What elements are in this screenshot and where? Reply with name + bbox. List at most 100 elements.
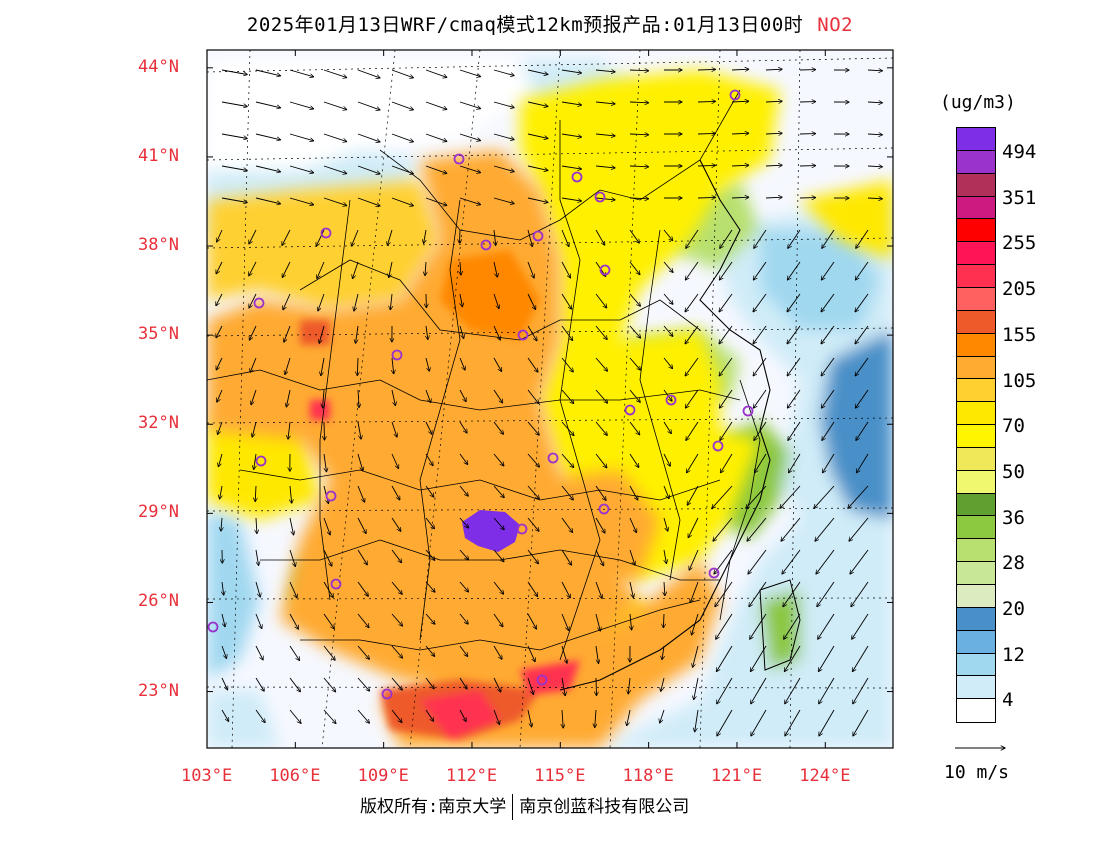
wind-arrow xyxy=(595,325,607,340)
wind-arrow xyxy=(721,453,733,473)
wind-arrow xyxy=(787,357,801,376)
wind-arrow xyxy=(821,357,835,376)
wind-arrow xyxy=(459,709,466,722)
wind-arrow xyxy=(493,165,514,172)
wind-arrow xyxy=(595,517,605,533)
color-bar-swatch xyxy=(956,401,996,427)
color-bar-swatch xyxy=(956,241,996,267)
wind-arrow xyxy=(629,166,649,167)
wind-arrow xyxy=(493,613,503,627)
wind-arrow xyxy=(867,102,882,103)
graticule xyxy=(207,50,893,748)
color-bar-swatch xyxy=(956,378,996,404)
wind-arrow xyxy=(719,261,733,280)
wind-arrow xyxy=(289,549,295,567)
wind-arrow xyxy=(459,101,481,109)
wind-arrow xyxy=(424,229,426,243)
wind-arrow xyxy=(663,517,668,531)
color-bar-label: 105 xyxy=(1002,369,1037,392)
wind-arrow xyxy=(629,293,640,306)
wind-arrow xyxy=(561,261,571,278)
wind-arrow xyxy=(788,229,801,248)
wind-arrow xyxy=(765,165,782,166)
wind-arrow xyxy=(753,325,767,344)
wind-arrow xyxy=(750,645,767,672)
wind-arrow xyxy=(731,69,749,70)
pollutant-label: NO2 xyxy=(817,14,854,36)
wind-arrow xyxy=(289,197,314,205)
latitude-label: 32°N xyxy=(138,413,179,434)
wind-arrow xyxy=(217,389,223,402)
wind-arrow xyxy=(527,709,532,727)
color-bar-swatch xyxy=(956,698,996,724)
wind-arrow xyxy=(493,357,502,372)
wind-arrow xyxy=(716,613,733,639)
city-marker xyxy=(729,89,741,101)
wind-arrow xyxy=(494,229,496,245)
wind-arrow xyxy=(561,357,573,372)
wind-arrow xyxy=(255,133,281,140)
color-bar-swatch xyxy=(956,286,996,312)
city-marker xyxy=(255,455,267,467)
wind-arrow xyxy=(286,389,291,407)
wind-arrow xyxy=(323,389,324,408)
wind-arrow xyxy=(561,69,582,73)
city-marker xyxy=(547,452,559,464)
wind-arrow xyxy=(527,293,536,310)
wind-arrow xyxy=(357,69,380,78)
wind-arrow xyxy=(391,549,402,563)
wind-arrow xyxy=(459,421,467,433)
wind-arrow xyxy=(425,613,435,624)
wind-arrow xyxy=(748,549,767,574)
wind-arrow xyxy=(715,581,733,607)
city-marker xyxy=(598,503,610,515)
wind-arrow xyxy=(425,709,434,721)
wind-arrow xyxy=(390,293,392,310)
wind-arrow xyxy=(425,101,447,109)
city-marker xyxy=(742,405,754,417)
copyright-owner-a: 版权所有:南京大学 xyxy=(360,797,507,817)
color-bar-swatch xyxy=(956,195,996,221)
wind-arrow xyxy=(459,133,481,141)
color-bar-swatch xyxy=(956,149,996,175)
wind-arrow xyxy=(787,293,801,312)
city-marker xyxy=(320,227,332,239)
wind-arrow xyxy=(357,581,368,596)
wind-arrow xyxy=(753,389,767,408)
wind-arrow xyxy=(697,101,715,102)
wind-arrow xyxy=(459,677,467,689)
wind-arrow xyxy=(493,101,514,108)
wind-arrow xyxy=(629,261,640,275)
wind-arrow xyxy=(354,293,359,311)
wind-arrow xyxy=(459,357,465,370)
wind-arrow xyxy=(629,581,633,598)
wind-arrow xyxy=(289,613,298,629)
wind-arrow xyxy=(357,453,363,471)
wind-arrow xyxy=(857,453,869,473)
wind-arrow xyxy=(249,325,257,340)
wind-arrow xyxy=(781,517,801,541)
wind-arrow xyxy=(867,198,882,199)
wind-arrow xyxy=(493,69,514,76)
wind-arrow xyxy=(629,70,649,71)
wind-arrow xyxy=(855,261,869,280)
wind-arrow xyxy=(663,453,670,466)
city-marker xyxy=(330,578,342,590)
wind-arrow xyxy=(719,357,733,376)
wind-arrow xyxy=(561,133,582,137)
wind-arrow xyxy=(426,325,428,340)
wind-arrow xyxy=(629,453,639,467)
wind-arrow xyxy=(562,709,563,728)
wind-arrow xyxy=(323,69,347,78)
wind-arrow xyxy=(687,453,699,473)
wind-arrow xyxy=(493,677,501,692)
color-bar-label: 255 xyxy=(1002,232,1037,255)
wind-arrow xyxy=(391,645,403,658)
wind-arrow xyxy=(357,101,380,110)
wind-arrow xyxy=(527,549,538,564)
wind-arrow xyxy=(628,677,630,694)
wind-arrow xyxy=(561,389,574,404)
color-bar-label: 155 xyxy=(1002,323,1037,346)
wind-arrow xyxy=(255,197,281,204)
